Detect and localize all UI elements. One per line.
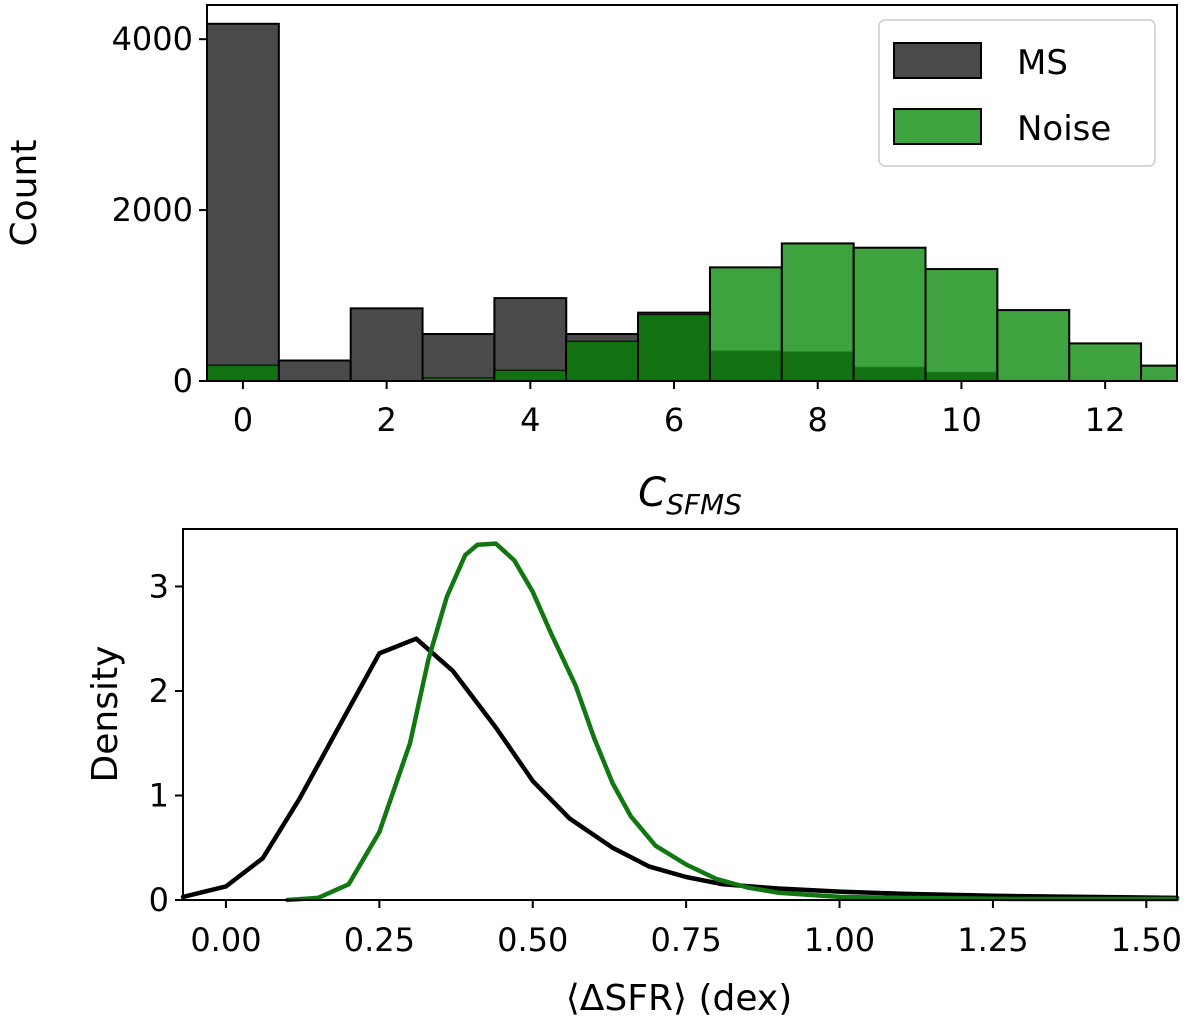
histogram-bars [206, 22, 1179, 383]
y-tick-label: 2 [149, 672, 169, 710]
ms-bar [493, 297, 568, 383]
histogram-x-ticks: 0 2 4 6 8 10 12 [233, 381, 1126, 439]
overlap-bar [854, 367, 925, 380]
legend-swatch-noise [893, 108, 982, 145]
overlap-bar [495, 370, 566, 380]
overlap-bar [208, 365, 278, 380]
x-tick-label: 8 [808, 401, 828, 439]
x-tick-label: 12 [1085, 401, 1126, 439]
density-frame [182, 528, 1178, 901]
density-panel: 0.00 0.25 0.50 0.75 1.00 1.25 1.50 0 1 2 3 Densit… [85, 528, 1182, 1019]
density-y-ticks: 0 1 2 3 [149, 567, 183, 919]
legend-label-ms: MS [1017, 43, 1068, 83]
ms-density-line [180, 636, 1180, 901]
y-tick-label: 0 [149, 881, 169, 919]
histogram-x-label-main: C [638, 470, 666, 516]
x-tick-label: 1.50 [1111, 921, 1182, 959]
y-tick-label: 0 [173, 362, 193, 400]
y-tick-label: 4000 [112, 20, 193, 58]
x-tick-label: 1.25 [957, 921, 1028, 959]
x-tick-label: 0 [233, 401, 253, 439]
legend-swatch-ms [893, 42, 982, 79]
ms-bar [277, 359, 352, 382]
density-lines [180, 541, 1180, 903]
x-tick-label: 0.50 [497, 921, 568, 959]
histogram-y-ticks: 0 2000 4000 [112, 20, 207, 400]
ms-bar [206, 22, 280, 383]
overlap-bar [710, 351, 781, 380]
histogram-panel: 0 2 4 6 8 10 12 0 2000 4000 Count CSFMS MS Noise [4, 4, 1179, 521]
noise-bar [996, 309, 1071, 382]
noise-bar [1068, 342, 1143, 382]
density-x-label: ⟨ΔSFR⟩ (dex) [566, 978, 793, 1019]
x-tick-label: 0.25 [344, 921, 415, 959]
noise-bar [852, 246, 927, 382]
ms-bar [421, 333, 496, 382]
x-tick-label: 6 [664, 401, 684, 439]
overlap-bar [639, 315, 709, 380]
y-tick-label: 1 [149, 776, 169, 814]
histogram-y-label: Count [4, 140, 45, 247]
y-tick-label: 2000 [112, 191, 193, 229]
noise-bar [924, 268, 999, 382]
overlap-bar [782, 351, 853, 380]
histogram-frame [206, 4, 1178, 382]
x-tick-label: 1.00 [804, 921, 875, 959]
density-y-label: Density [85, 646, 126, 783]
overlap-bar [926, 372, 997, 380]
overlap-bar [567, 341, 638, 380]
noise-bar [1140, 364, 1179, 383]
x-tick-label: 0.00 [190, 921, 261, 959]
x-tick-label: 0.75 [651, 921, 722, 959]
legend: MS Noise [878, 19, 1156, 167]
y-tick-label: 3 [149, 567, 169, 605]
ms-bar [349, 307, 424, 383]
overlap-bar [423, 378, 494, 380]
density-x-ticks: 0.00 0.25 0.50 0.75 1.00 1.25 1.50 [190, 900, 1182, 959]
histogram-x-label-sub: SFMS [666, 488, 742, 521]
x-tick-label: 4 [520, 401, 540, 439]
noise-density-line [285, 541, 1180, 903]
x-tick-label: 2 [376, 401, 396, 439]
x-tick-label: 10 [941, 401, 982, 439]
histogram-x-label: CSFMS [638, 470, 742, 521]
legend-label-noise: Noise [1017, 109, 1111, 149]
